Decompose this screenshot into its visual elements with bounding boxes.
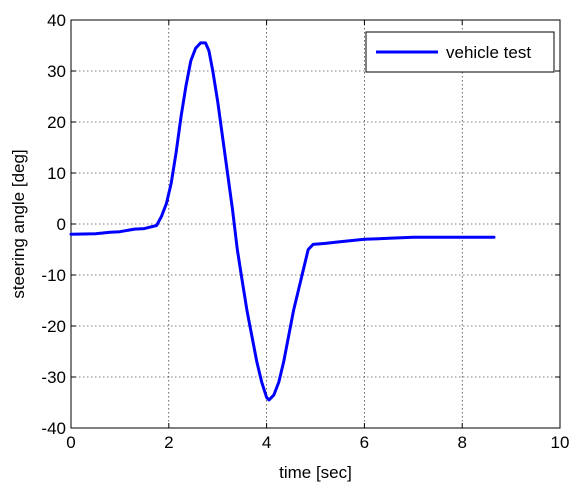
legend-label-vehicle-test: vehicle test: [446, 43, 531, 62]
series-line-vehicle-test: [69, 41, 496, 402]
y-tick-label: -40: [41, 419, 66, 438]
y-tick-label: 30: [47, 62, 66, 81]
y-tick-label: 0: [57, 215, 66, 234]
y-tick-labels: -40 -30 -20 -10 0 10 20 30 40: [41, 11, 66, 438]
y-axis-label: steering angle [deg]: [9, 149, 28, 298]
y-tick-label: 20: [47, 113, 66, 132]
x-tick-label: 10: [551, 433, 570, 452]
y-tick-label: -10: [41, 266, 66, 285]
series-group: [69, 41, 496, 402]
grid-lines: [71, 20, 560, 428]
y-tick-label: 10: [47, 164, 66, 183]
x-tick-label: 4: [262, 433, 271, 452]
y-tick-label: -30: [41, 368, 66, 387]
y-tick-label: 40: [47, 11, 66, 30]
x-tick-labels: 0 2 4 6 8 10: [66, 433, 569, 452]
legend: vehicle test: [365, 31, 555, 73]
x-tick-label: 2: [164, 433, 173, 452]
x-axis-label: time [sec]: [279, 463, 352, 482]
y-tick-label: -20: [41, 317, 66, 336]
x-tick-label: 6: [360, 433, 369, 452]
x-tick-label: 0: [66, 433, 75, 452]
axis-ticks: [70, 19, 561, 429]
x-tick-label: 8: [457, 433, 466, 452]
